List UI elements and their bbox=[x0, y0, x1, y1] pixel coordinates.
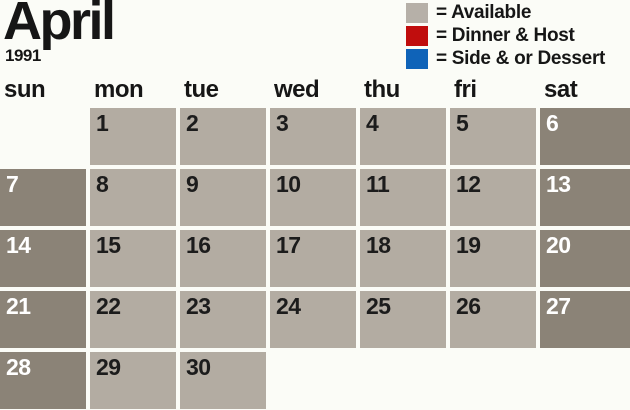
empty-cell bbox=[0, 108, 86, 165]
day-cell-15[interactable]: 15 bbox=[90, 230, 176, 287]
day-number: 6 bbox=[546, 110, 559, 136]
month-title: April bbox=[3, 0, 116, 51]
day-number: 30 bbox=[186, 354, 211, 380]
day-cell-13[interactable]: 13 bbox=[540, 169, 630, 226]
day-number: 22 bbox=[96, 293, 121, 319]
day-cell-20[interactable]: 20 bbox=[540, 230, 630, 287]
day-cell-7[interactable]: 7 bbox=[0, 169, 86, 226]
day-number: 19 bbox=[456, 232, 481, 258]
day-cell-6[interactable]: 6 bbox=[540, 108, 630, 165]
day-number: 24 bbox=[276, 293, 301, 319]
day-cell-29[interactable]: 29 bbox=[90, 352, 176, 409]
day-cell-9[interactable]: 9 bbox=[180, 169, 266, 226]
day-number: 23 bbox=[186, 293, 211, 319]
day-cell-3[interactable]: 3 bbox=[270, 108, 356, 165]
legend-label: = Dinner & Host bbox=[436, 25, 575, 46]
legend-label: = Available bbox=[436, 2, 532, 23]
day-number: 11 bbox=[366, 171, 390, 197]
calendar-grid: 1 2 3 4 5 6 7 8 9 10 11 12 13 14 15 16 17 18 19 20 21 22 23 24 2… bbox=[0, 108, 630, 409]
day-cell-14[interactable]: 14 bbox=[0, 230, 86, 287]
day-number: 25 bbox=[366, 293, 391, 319]
day-number: 13 bbox=[546, 171, 571, 197]
legend-item-side-dessert: = Side & or Dessert bbox=[406, 48, 606, 69]
day-cell-21[interactable]: 21 bbox=[0, 291, 86, 348]
day-number: 2 bbox=[186, 110, 199, 136]
weekday-header-thu: thu bbox=[364, 76, 400, 103]
day-cell-28[interactable]: 28 bbox=[0, 352, 86, 409]
day-cell-11[interactable]: 11 bbox=[360, 169, 446, 226]
day-number: 10 bbox=[276, 171, 301, 197]
side-dessert-swatch-icon bbox=[406, 49, 428, 69]
day-cell-12[interactable]: 12 bbox=[450, 169, 536, 226]
weekday-header-sat: sat bbox=[544, 76, 578, 103]
day-cell-5[interactable]: 5 bbox=[450, 108, 536, 165]
day-cell-16[interactable]: 16 bbox=[180, 230, 266, 287]
day-number: 7 bbox=[6, 171, 19, 197]
day-cell-30[interactable]: 30 bbox=[180, 352, 266, 409]
day-number: 20 bbox=[546, 232, 571, 258]
empty-cell bbox=[450, 352, 536, 409]
day-number: 8 bbox=[96, 171, 109, 197]
day-cell-18[interactable]: 18 bbox=[360, 230, 446, 287]
legend-label: = Side & or Dessert bbox=[436, 48, 606, 69]
day-cell-23[interactable]: 23 bbox=[180, 291, 266, 348]
day-cell-24[interactable]: 24 bbox=[270, 291, 356, 348]
day-cell-1[interactable]: 1 bbox=[90, 108, 176, 165]
day-number: 16 bbox=[186, 232, 211, 258]
day-number: 28 bbox=[6, 354, 31, 380]
legend: = Available = Dinner & Host = Side & or De… bbox=[406, 2, 606, 69]
empty-cell bbox=[270, 352, 356, 409]
day-number: 3 bbox=[276, 110, 289, 136]
weekday-header-mon: mon bbox=[94, 76, 144, 103]
weekday-header-sun: sun bbox=[4, 76, 46, 103]
day-cell-4[interactable]: 4 bbox=[360, 108, 446, 165]
weekday-header-wed: wed bbox=[274, 76, 320, 103]
day-number: 29 bbox=[96, 354, 121, 380]
day-number: 21 bbox=[6, 293, 31, 319]
legend-item-available: = Available bbox=[406, 2, 605, 23]
day-number: 27 bbox=[546, 293, 571, 319]
day-cell-22[interactable]: 22 bbox=[90, 291, 176, 348]
empty-cell bbox=[540, 352, 630, 409]
year-label: 1991 bbox=[5, 46, 41, 65]
available-swatch-icon bbox=[406, 3, 428, 23]
day-number: 4 bbox=[366, 110, 379, 136]
dinner-host-swatch-icon bbox=[406, 26, 428, 46]
day-cell-8[interactable]: 8 bbox=[90, 169, 176, 226]
weekday-header-fri: fri bbox=[454, 76, 477, 103]
day-number: 5 bbox=[456, 110, 469, 136]
day-cell-19[interactable]: 19 bbox=[450, 230, 536, 287]
day-number: 9 bbox=[186, 171, 199, 197]
day-cell-26[interactable]: 26 bbox=[450, 291, 536, 348]
day-number: 18 bbox=[366, 232, 391, 258]
day-number: 17 bbox=[276, 232, 301, 258]
legend-item-dinner-host: = Dinner & Host bbox=[406, 25, 605, 46]
day-number: 15 bbox=[96, 232, 121, 258]
title-block: April 1991 bbox=[3, 0, 116, 66]
day-cell-17[interactable]: 17 bbox=[270, 230, 356, 287]
day-cell-27[interactable]: 27 bbox=[540, 291, 630, 348]
day-number: 1 bbox=[96, 110, 109, 136]
empty-cell bbox=[360, 352, 446, 409]
day-number: 14 bbox=[6, 232, 31, 258]
day-number: 12 bbox=[456, 171, 481, 197]
day-cell-2[interactable]: 2 bbox=[180, 108, 266, 165]
day-number: 26 bbox=[456, 293, 481, 319]
day-cell-25[interactable]: 25 bbox=[360, 291, 446, 348]
weekday-header-tue: tue bbox=[184, 76, 219, 103]
day-cell-10[interactable]: 10 bbox=[270, 169, 356, 226]
weekday-header-row: sun mon tue wed thu fri sat bbox=[0, 76, 630, 104]
